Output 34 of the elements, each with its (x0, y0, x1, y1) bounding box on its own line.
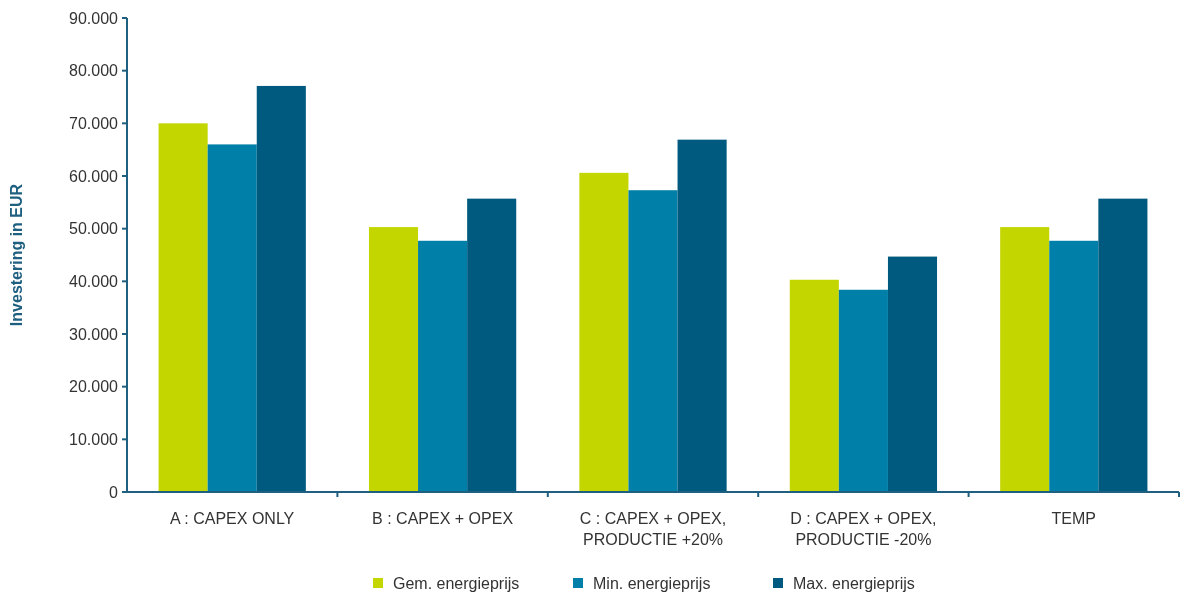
y-tick-label: 20.000 (69, 378, 119, 396)
x-tick-label: TEMP (1051, 510, 1097, 527)
bar (158, 123, 208, 492)
bar (887, 256, 938, 492)
bar (1000, 227, 1050, 492)
y-tick-label: 30.000 (69, 325, 119, 343)
bar (628, 190, 678, 492)
bar (1098, 198, 1148, 492)
bar (1049, 240, 1099, 492)
y-tick-label: 90.000 (69, 9, 119, 27)
bar (207, 144, 257, 492)
y-tick-label: 10.000 (69, 430, 119, 448)
bar (838, 289, 888, 492)
legend-label: Max. energieprijs (793, 574, 915, 592)
y-tick-label: 60.000 (69, 167, 119, 185)
x-tick-label: B : CAPEX + OPEX (372, 510, 514, 527)
y-tick-label: 50.000 (69, 220, 119, 238)
y-tick-label: 70.000 (69, 114, 119, 132)
x-tick-label: D : CAPEX + OPEX, PRODUCTIE -20% (790, 510, 937, 548)
bar (256, 85, 306, 492)
bar (789, 279, 839, 492)
x-tick-label: A : CAPEX ONLY (170, 510, 295, 527)
legend-label: Gem. energieprijs (393, 574, 520, 592)
x-tick-label: C : CAPEX + OPEX, PRODUCTIE +20% (579, 510, 727, 548)
y-tick-label: 80.000 (69, 62, 119, 80)
bar (677, 139, 727, 492)
y-tick-label: 40.000 (69, 272, 119, 290)
legend-label: Min. energieprijs (593, 574, 711, 592)
bar (579, 172, 629, 492)
y-tick-label: 0 (109, 483, 119, 501)
bar (368, 227, 419, 492)
bar (467, 198, 517, 492)
bar (418, 240, 468, 492)
y-axis-title: Investering in EUR (8, 183, 25, 327)
